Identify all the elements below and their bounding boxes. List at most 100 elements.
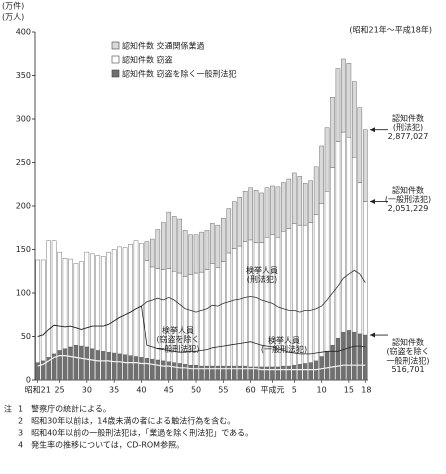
bar-segment <box>204 269 210 367</box>
bar-segment <box>275 186 281 238</box>
bar-segment <box>210 223 215 264</box>
bar-segment <box>264 187 270 238</box>
bar-segment <box>128 355 133 381</box>
end-label: 認知件数(刑法犯) <box>392 113 424 132</box>
y-tick-label: 0 <box>26 376 31 385</box>
bar-segment <box>155 229 161 269</box>
x-tick-label: 18 <box>361 386 371 395</box>
period: (昭和21年～平成18年) <box>349 25 432 35</box>
line <box>37 305 366 355</box>
bar-segment <box>297 364 303 381</box>
bar-segment <box>352 81 357 158</box>
bar-segment <box>221 261 226 367</box>
bar-segment <box>155 359 161 381</box>
x-tick-label: 平成元 <box>260 385 284 395</box>
bar-segment <box>100 351 106 381</box>
bar-segment <box>341 58 346 133</box>
x-tick-label: 50 <box>191 386 201 395</box>
end-value: 516,701 <box>391 365 424 374</box>
x-tick-label: 40 <box>136 386 146 395</box>
legend-label: 認知件数 窃盗を除く一般刑法犯 <box>122 69 237 79</box>
line-label: 検挙人員(刑法犯) <box>246 265 278 284</box>
bar-segment <box>68 258 73 348</box>
bar-segment <box>128 244 133 356</box>
bar-segment <box>248 239 253 368</box>
bar-segment <box>100 256 106 352</box>
bar-segment <box>357 182 363 335</box>
bar-segment <box>215 224 221 268</box>
bar-segment <box>242 241 248 367</box>
x-tick-label: 35 <box>109 386 119 395</box>
bar-segment <box>346 330 352 381</box>
bar-segment <box>221 217 226 262</box>
y-tick-label: 250 <box>16 158 31 167</box>
arrow-head <box>370 332 375 338</box>
legend-label: 認知件数 交通関係業過 <box>122 41 205 51</box>
bar-segment <box>139 357 144 381</box>
bar-segment <box>253 190 259 243</box>
bar-segment <box>341 331 346 381</box>
legend-swatch <box>111 41 120 50</box>
bar-segment <box>346 137 352 331</box>
bar-segment <box>90 253 95 349</box>
bar-segment <box>79 261 84 347</box>
bar-segment <box>362 129 368 202</box>
bar-segment <box>117 246 122 355</box>
bar-segment <box>259 192 264 243</box>
bar-segment <box>281 365 286 381</box>
bar-segment <box>302 224 308 364</box>
bar-segment <box>237 245 242 367</box>
bar-segment <box>57 350 62 381</box>
bar-segment <box>161 360 166 381</box>
y-tick-label: 100 <box>16 289 31 298</box>
bar-segment <box>188 365 193 381</box>
end-value: 2,051,229 <box>388 204 429 213</box>
bar-segment <box>330 345 335 381</box>
bar-segment <box>171 362 177 381</box>
bar-segment <box>286 365 292 381</box>
y-unit-top: (万件) <box>2 1 24 11</box>
bar-segment <box>133 240 139 357</box>
bar-segment <box>122 354 128 381</box>
x-tick-label: 45 <box>164 386 174 395</box>
bar-segment <box>106 251 111 353</box>
bar-segment <box>362 334 368 381</box>
bar-segment <box>253 242 259 368</box>
bar-segment <box>171 216 177 272</box>
bar-segment <box>362 201 368 336</box>
bar-segment <box>193 365 199 381</box>
x-tick-label: 10 <box>317 386 327 395</box>
legend-label: 認知件数 窃盗 <box>122 55 173 65</box>
bar-segment <box>281 182 286 232</box>
bar-segment <box>357 333 363 381</box>
x-tick-label: 60 <box>246 386 256 395</box>
notes-head: 注 <box>4 404 12 414</box>
bar-segment <box>226 208 232 254</box>
x-tick-label: 5 <box>292 386 297 395</box>
bar-segment <box>106 351 111 381</box>
bar-segment <box>95 350 101 381</box>
bar-segment <box>357 107 363 183</box>
y-tick-label: 350 <box>16 71 31 80</box>
bar-segment <box>215 267 221 367</box>
bar-segment <box>264 366 270 381</box>
bar-segment <box>292 172 297 224</box>
bar-segment <box>319 145 324 204</box>
bar-segment <box>40 259 46 362</box>
y-unit-bottom: (万人) <box>2 13 24 22</box>
bar-segment <box>335 141 341 339</box>
x-tick-label: 25 <box>54 386 64 395</box>
bar-segment <box>199 271 204 367</box>
bar-segment <box>150 238 155 268</box>
arrow-head <box>370 127 375 133</box>
bar-segment <box>150 358 155 381</box>
bar-segment <box>35 259 41 363</box>
bar-segment <box>242 191 248 242</box>
line-label: 検挙人員(窃盗を除く一般刑法犯) <box>156 325 199 353</box>
bar-segment <box>62 348 68 381</box>
x-tick-label: 30 <box>82 386 92 395</box>
bar-segment <box>73 345 79 381</box>
bar-segment <box>193 234 199 274</box>
bar-segment <box>330 167 335 346</box>
bar-segment <box>292 365 297 381</box>
